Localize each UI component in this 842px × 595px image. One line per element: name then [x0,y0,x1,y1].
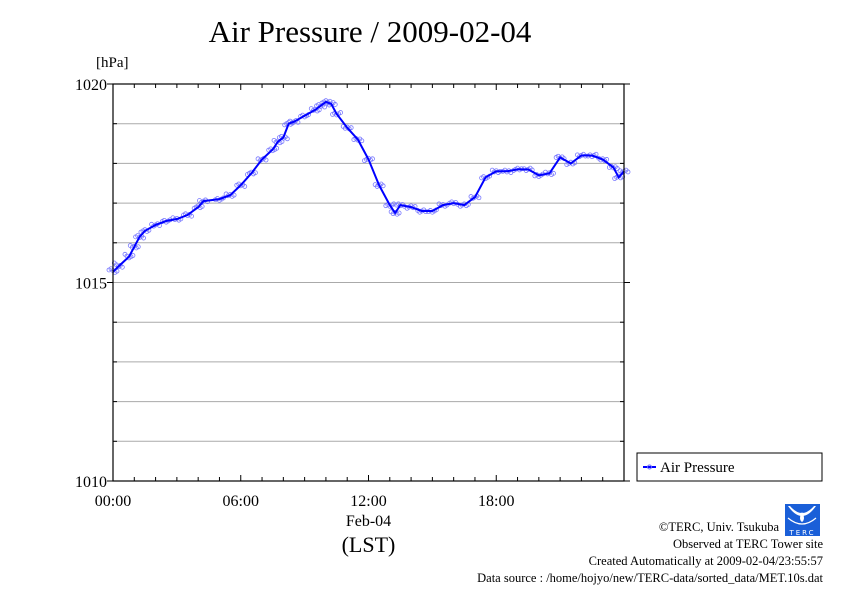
data-point [476,195,482,201]
data-point [322,104,327,110]
data-point [130,253,136,258]
data-point [263,157,269,163]
grid-lines [113,123,624,442]
data-point [284,136,290,142]
data-point [119,264,125,270]
plot-frame [112,83,625,482]
legend-marker-swatch [647,464,652,470]
y-tick-label: 1015 [75,276,107,293]
x-axis-title: (LST) [342,532,396,557]
data-point [338,110,343,115]
x-tick-label: 06:00 [223,493,259,510]
y-tick-label: 1010 [75,474,107,491]
data-point [189,213,194,219]
data-markers [106,98,631,275]
terc-logo: TERC [785,504,820,537]
x-tick-label: 00:00 [95,493,131,510]
axis-ticks [107,83,630,482]
data-point [551,170,556,176]
data-point [625,169,631,175]
svg-text:TERC: TERC [788,529,815,537]
x-date-label: Feb-04 [346,513,391,530]
data-point [332,102,338,107]
y-axis-unit: [hPa] [96,55,129,71]
x-tick-label: 12:00 [350,493,386,510]
data-point [242,184,248,189]
series-line-air-pressure [112,100,625,273]
data-point [348,125,354,131]
x-tick-label: 18:00 [478,493,514,510]
data-point [359,138,365,144]
data-point [391,201,397,207]
copyright-text: ©TERC, Univ. Tsukuba [658,520,779,534]
data-point [141,235,147,241]
legend-box [636,452,823,482]
legend-label: Air Pressure [660,460,735,476]
data-point [396,210,402,216]
data-point [370,156,375,162]
observed-text: Observed at TERC Tower site [672,537,823,551]
data-point [252,170,258,176]
created-text: Created Automatically at 2009-02-04/23:5… [588,554,823,568]
chart-title: Air Pressure / 2009-02-04 [208,14,532,49]
y-tick-label: 1020 [75,77,107,94]
data-point [135,244,141,250]
data-source-text: Data source : /home/hojyo/new/TERC-data/… [477,571,823,585]
data-point [380,183,386,189]
data-point [231,192,237,198]
